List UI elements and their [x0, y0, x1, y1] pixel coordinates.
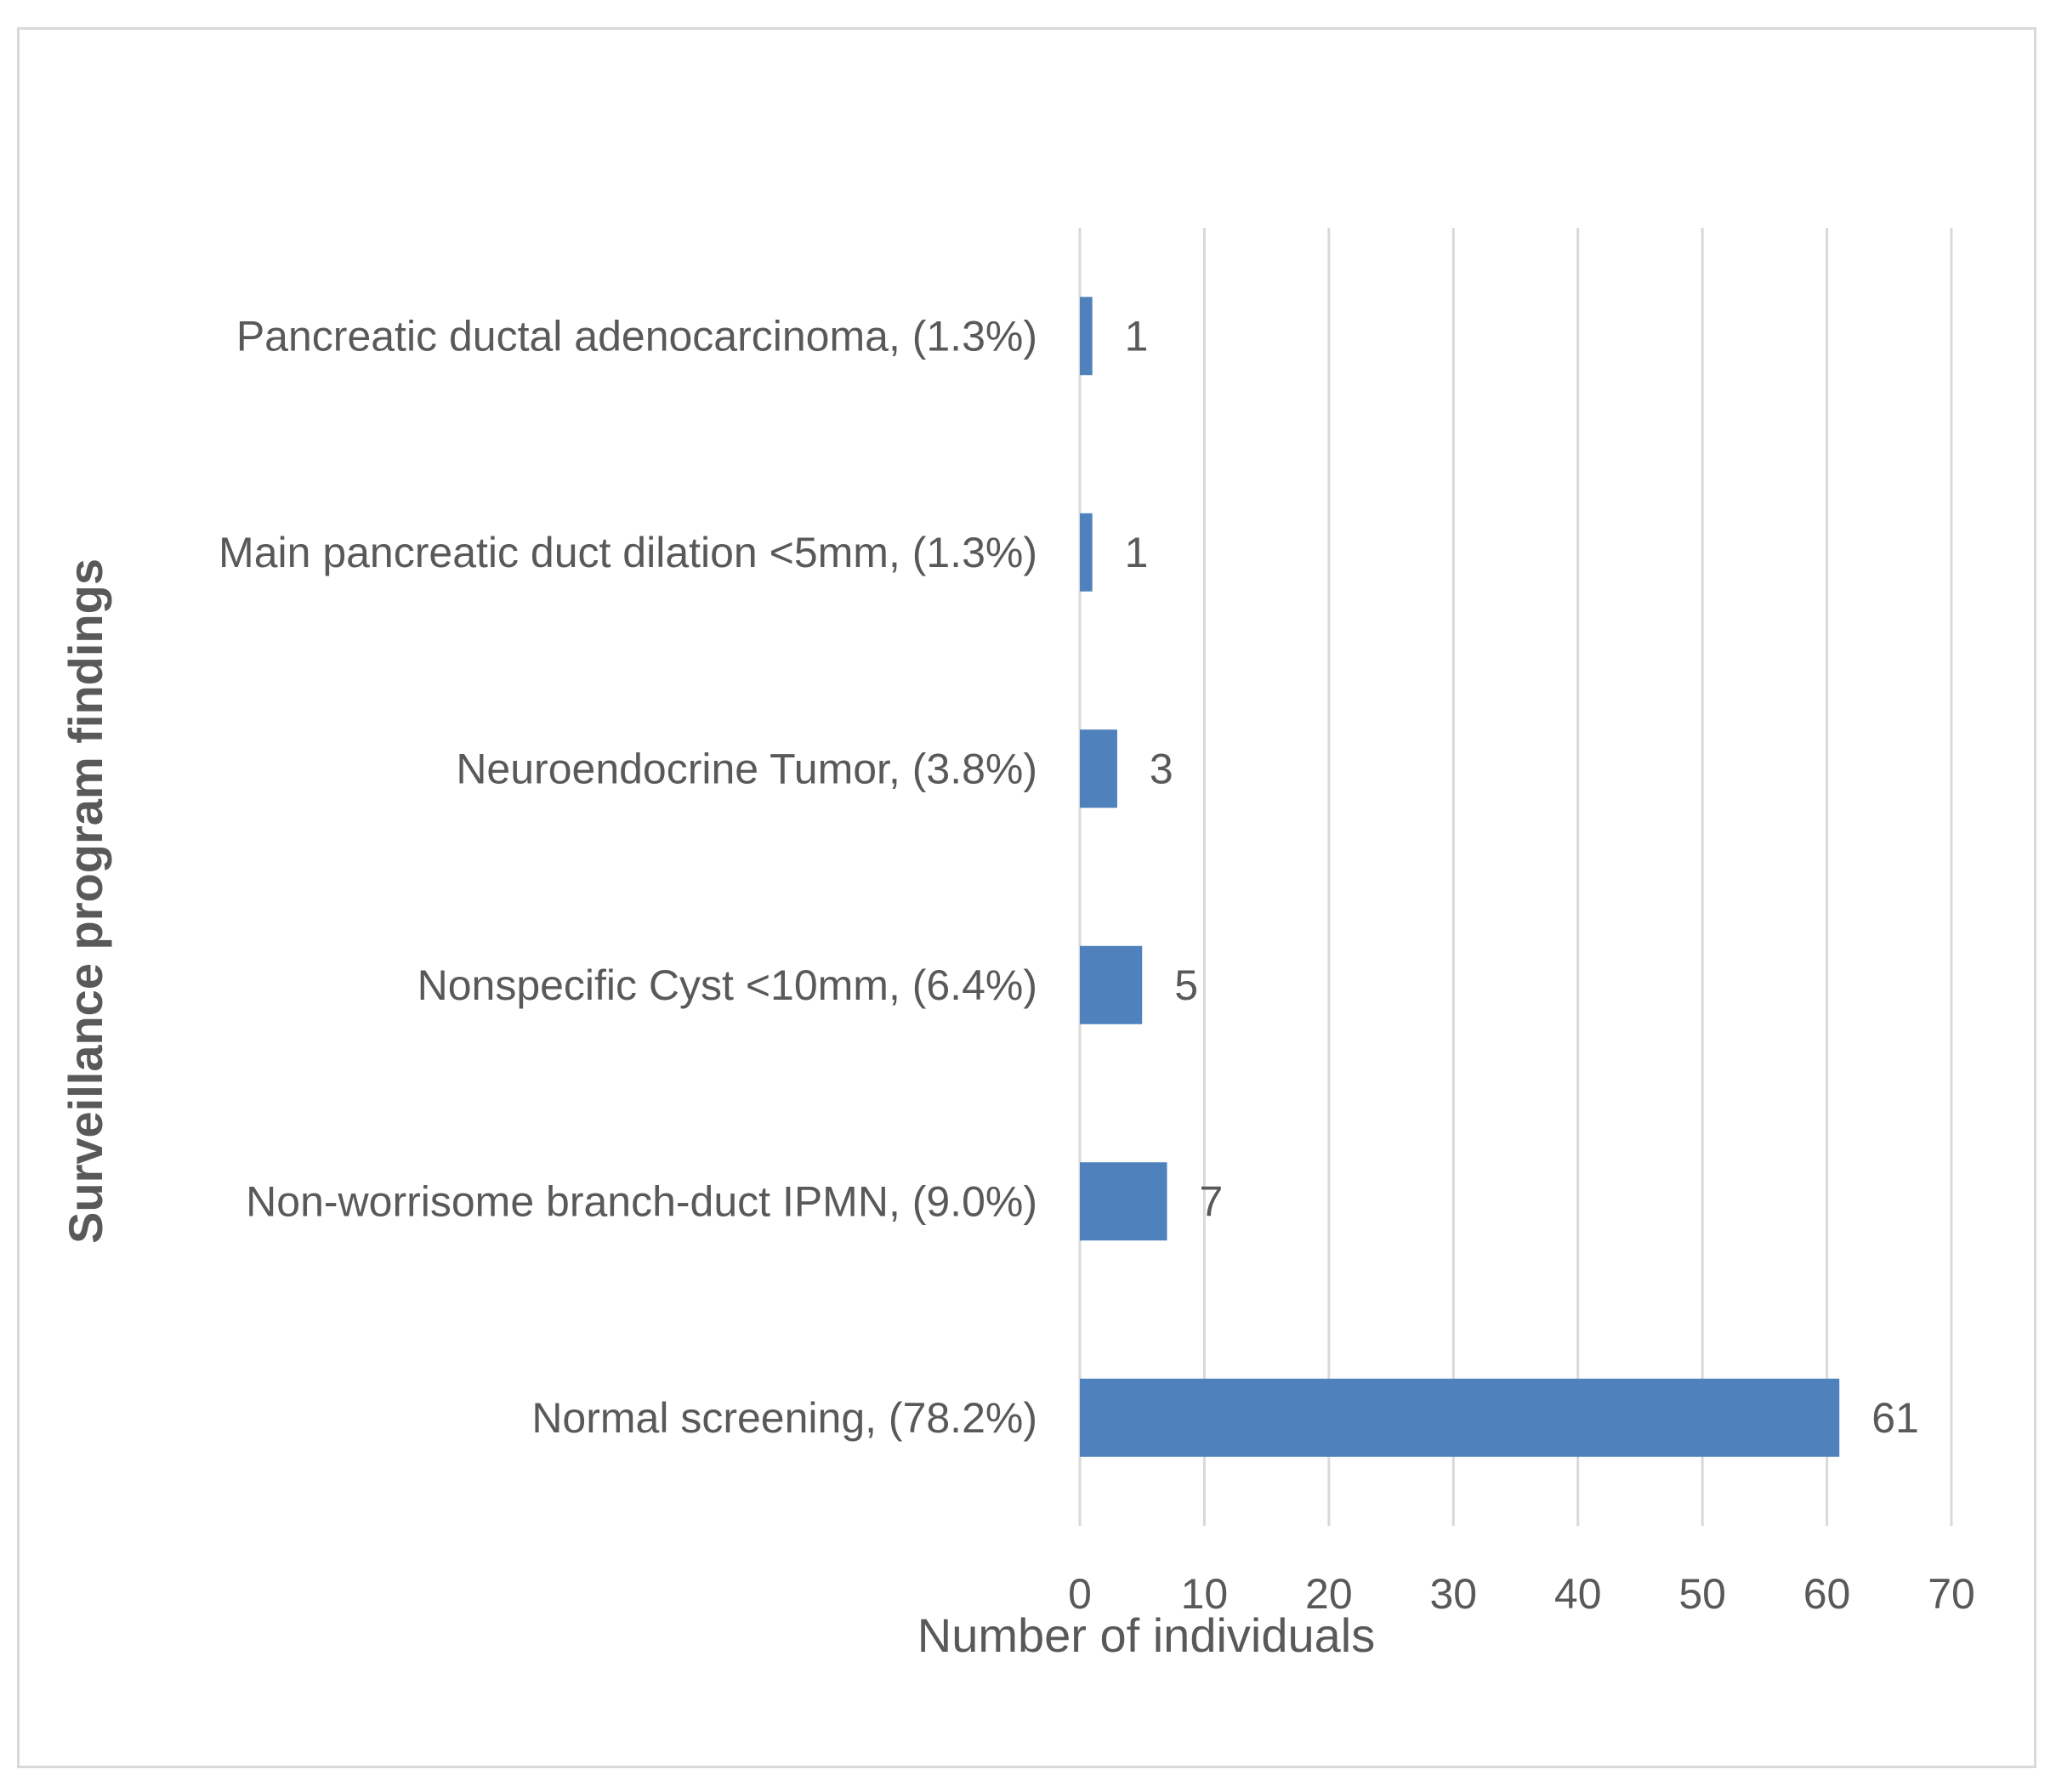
category-label: Main pancreatic duct dilation <5mm, (1.3…: [219, 529, 1037, 576]
bar: [1080, 945, 1143, 1024]
chart-frame: [17, 27, 2036, 1768]
bar: [1080, 297, 1093, 376]
category-label: Nonspecific Cyst <10mm, (6.4%): [417, 961, 1037, 1009]
data-label: 1: [1125, 312, 1149, 360]
x-tick-label: 50: [1678, 1570, 1726, 1618]
category-label: Pancreatic ductal adenocarcinoma, (1.3%): [236, 312, 1037, 360]
x-tick-label: 60: [1803, 1570, 1851, 1618]
bar: [1080, 1378, 1840, 1457]
data-labels: 1 1 3 5 7 61: [1125, 312, 1919, 1442]
gridlines: [1078, 228, 1953, 1526]
x-tick-label: 20: [1305, 1570, 1353, 1618]
data-label: 61: [1871, 1394, 1919, 1442]
data-label: 7: [1200, 1177, 1224, 1225]
category-label: Non-worrisome branch-duct IPMN, (9.0%): [246, 1177, 1037, 1225]
x-tick-label: 0: [1068, 1570, 1092, 1618]
bar: [1080, 1162, 1167, 1241]
x-tick-label: 30: [1429, 1570, 1477, 1618]
category-label: Neuroendocrine Tumor, (3.8%): [456, 745, 1037, 792]
x-tick-labels: 0 10 20 30 40 50 60 70: [1068, 1570, 1975, 1618]
bar: [1080, 513, 1093, 592]
bar: [1080, 729, 1117, 808]
x-axis-title: Number of individuals: [917, 1608, 1375, 1662]
category-label: Normal screening, (78.2%): [531, 1394, 1037, 1442]
x-tick-label: 70: [1928, 1570, 1975, 1618]
data-label: 1: [1125, 529, 1149, 576]
bars: [1080, 297, 1840, 1457]
x-tick-label: 40: [1554, 1570, 1602, 1618]
x-tick-label: 10: [1181, 1570, 1229, 1618]
data-label: 5: [1174, 961, 1198, 1009]
category-labels: Pancreatic ductal adenocarcinoma, (1.3%)…: [219, 312, 1037, 1442]
y-axis-title: Surveillance program findings: [59, 559, 112, 1244]
data-label: 3: [1150, 745, 1173, 792]
